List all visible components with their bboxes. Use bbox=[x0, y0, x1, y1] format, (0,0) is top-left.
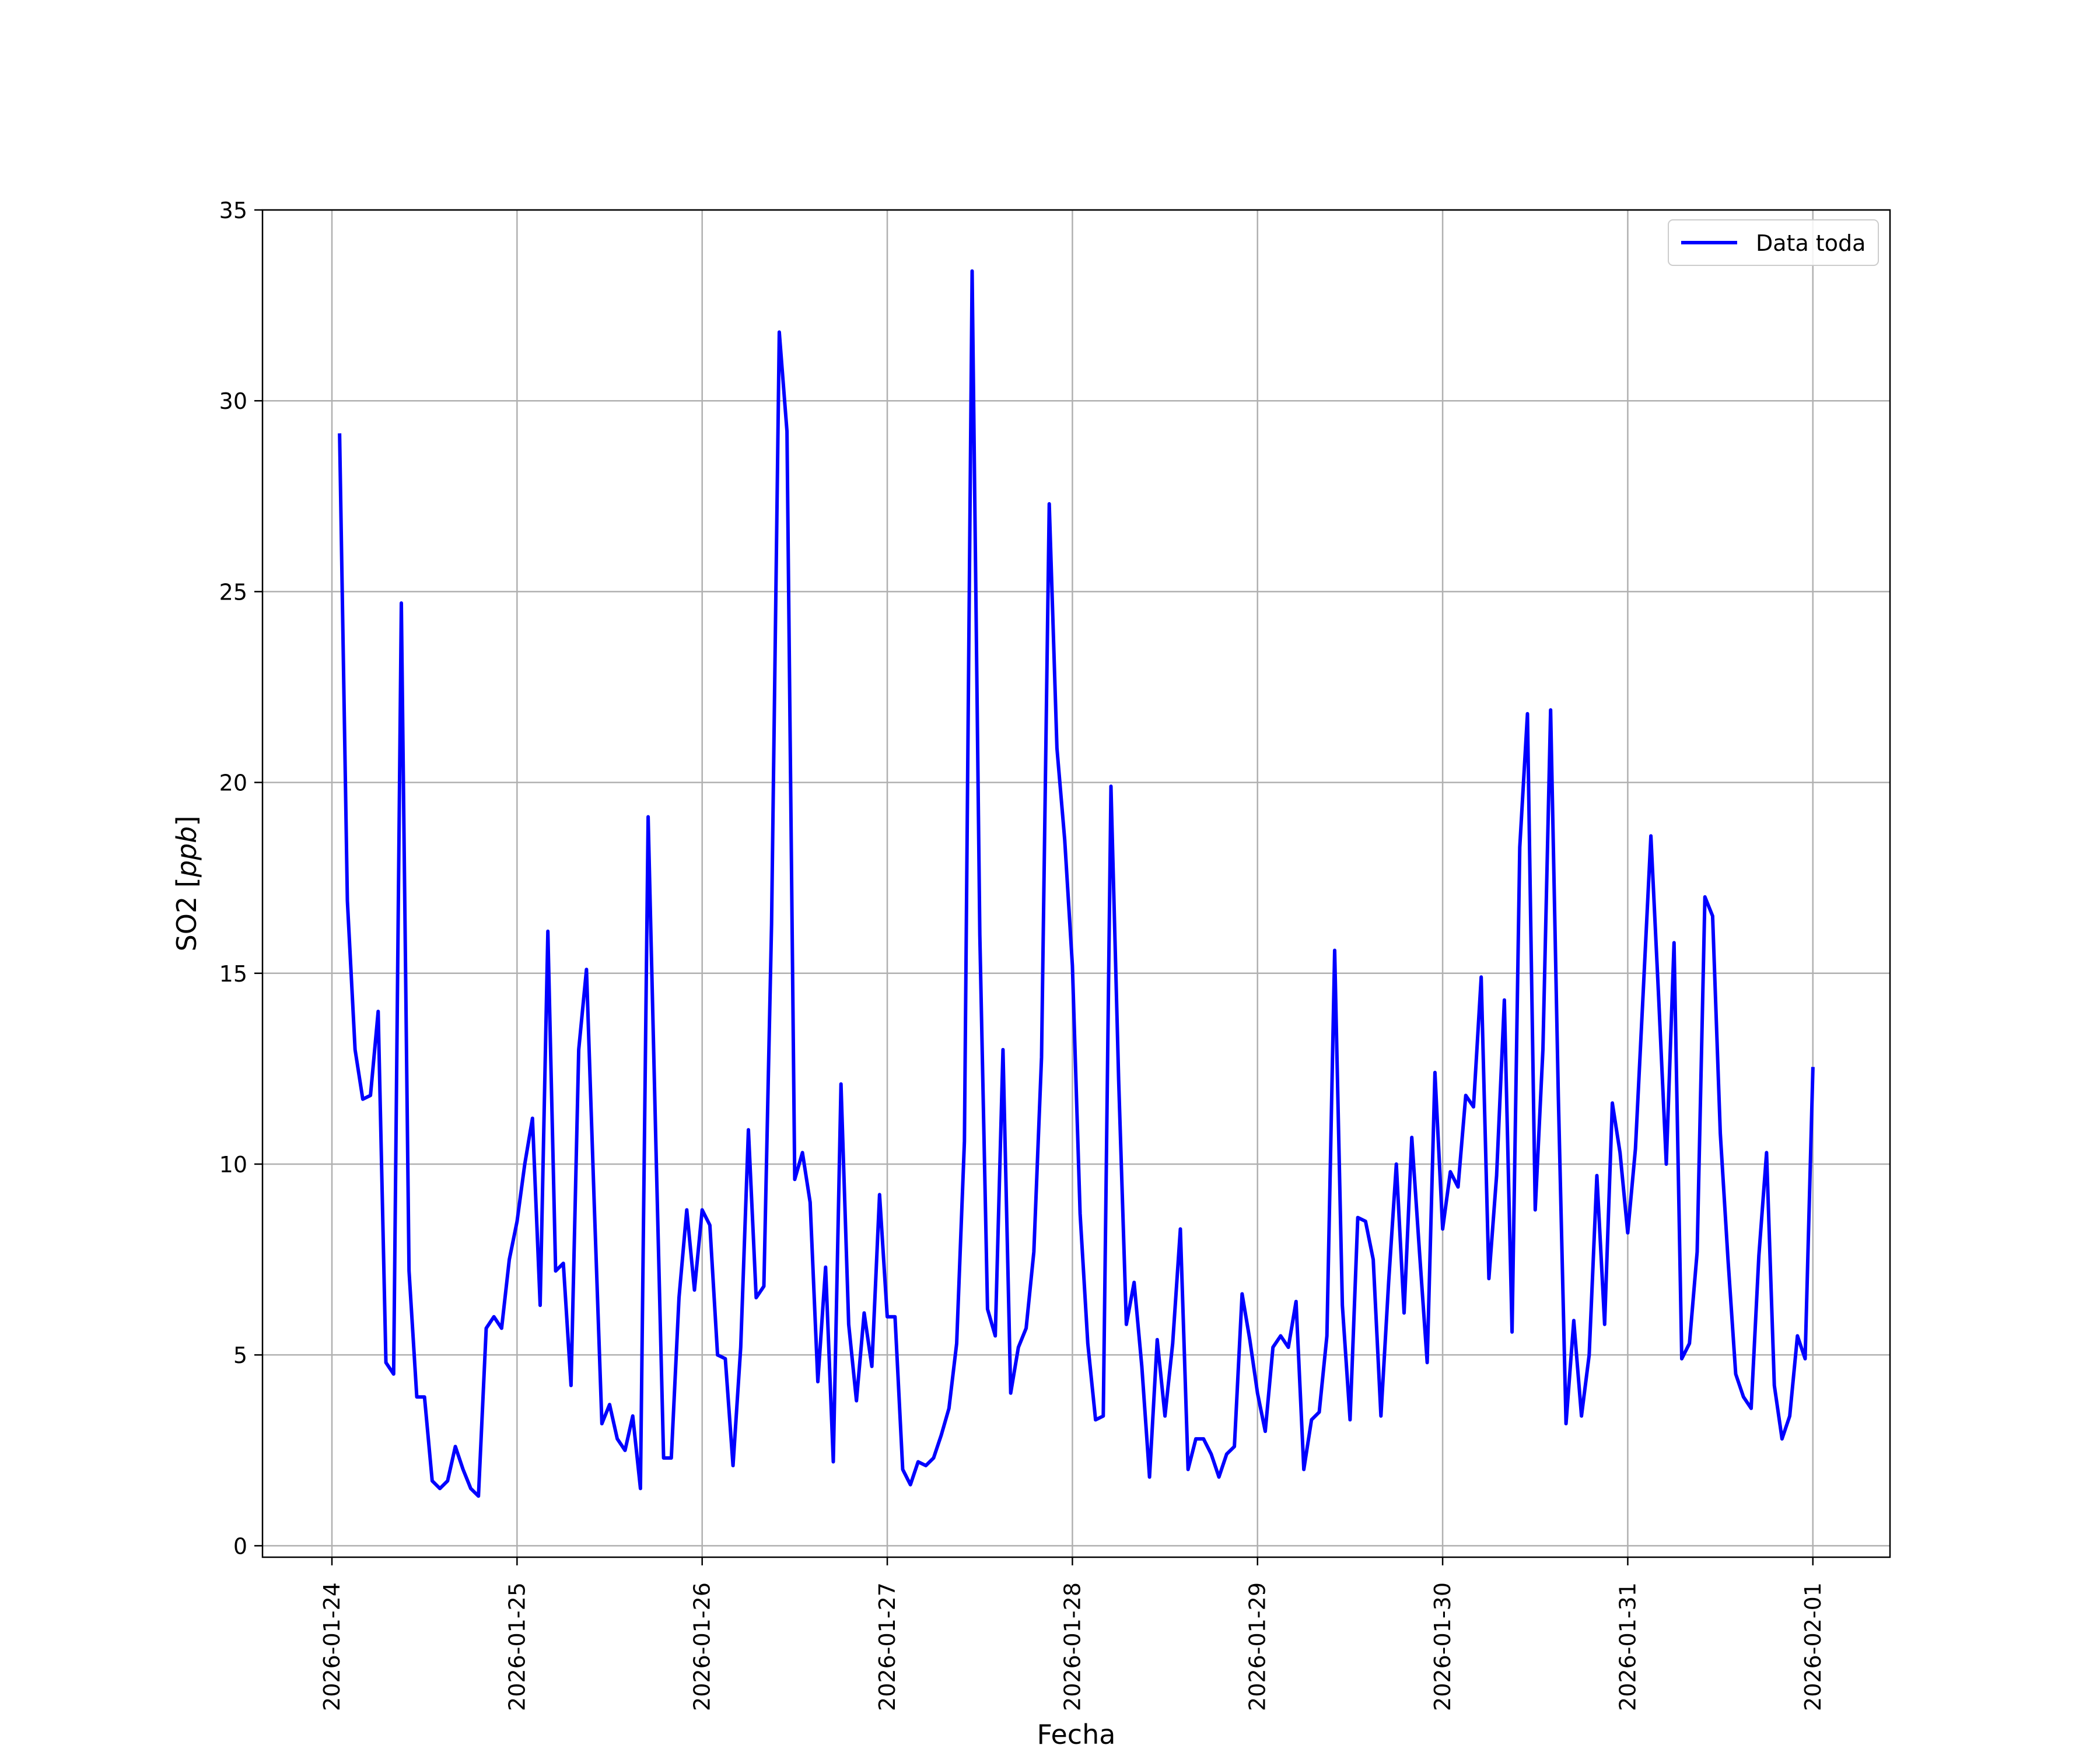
series-line-0 bbox=[338, 269, 1815, 1498]
x-tick-label: 2026-01-24 bbox=[319, 1582, 345, 1711]
x-tick-label: 2026-02-01 bbox=[1800, 1582, 1826, 1711]
x-tick-label: 2026-01-29 bbox=[1245, 1582, 1270, 1711]
y-axis-label-unit: ppb bbox=[171, 826, 202, 878]
y-axis-label: SO2 [ppb] bbox=[171, 816, 202, 952]
y-axis: 0 5 10 15 20 25 30 35 bbox=[219, 198, 262, 1559]
x-axis-label: Fecha bbox=[1037, 1719, 1116, 1750]
x-tick-label: 2026-01-31 bbox=[1615, 1582, 1640, 1711]
y-tick-label: 10 bbox=[219, 1152, 247, 1178]
x-tick-label: 2026-01-26 bbox=[690, 1582, 715, 1711]
y-tick-label: 35 bbox=[219, 198, 247, 223]
y-tick-label: 25 bbox=[219, 579, 247, 605]
y-axis-label-suffix: ] bbox=[171, 816, 202, 826]
x-tick-label: 2026-01-25 bbox=[504, 1582, 530, 1711]
series-layer bbox=[338, 269, 1815, 1498]
x-tick-label: 2026-01-30 bbox=[1430, 1582, 1455, 1711]
y-axis-label-prefix: SO2 [ bbox=[171, 877, 202, 951]
legend-label: Data toda bbox=[1756, 230, 1866, 256]
legend-box bbox=[1668, 219, 1879, 266]
plot-background bbox=[262, 210, 1890, 1557]
y-tick-label: 20 bbox=[219, 770, 247, 796]
y-tick-label: 30 bbox=[219, 388, 247, 414]
x-axis: 2026-01-24 2026-01-25 2026-01-26 2026-01-27… bbox=[319, 1557, 1826, 1711]
y-tick-label: 15 bbox=[219, 961, 247, 987]
y-tick-label: 5 bbox=[233, 1343, 247, 1368]
y-tick-label: 0 bbox=[233, 1533, 247, 1559]
legend: Data toda bbox=[1668, 219, 1879, 266]
x-tick-label: 2026-01-28 bbox=[1059, 1582, 1085, 1711]
x-tick-label: 2026-01-27 bbox=[874, 1582, 900, 1711]
plot-frame bbox=[261, 209, 1891, 1558]
